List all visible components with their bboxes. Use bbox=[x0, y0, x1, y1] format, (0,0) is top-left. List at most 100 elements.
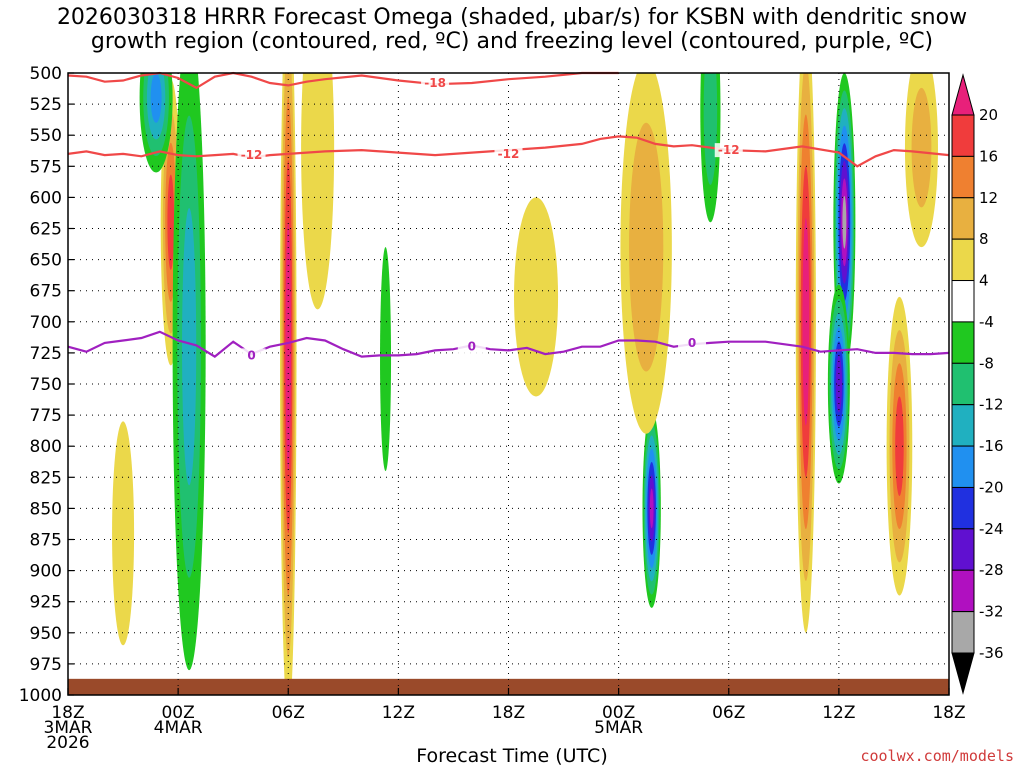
y-tick-label: 500 bbox=[30, 64, 62, 84]
x-tick-label: 5MAR bbox=[594, 718, 643, 738]
colorbar-label: 12 bbox=[979, 189, 998, 207]
colorbar-label: 20 bbox=[979, 106, 998, 124]
y-tick-label: 750 bbox=[30, 375, 62, 395]
y-tick-label: 725 bbox=[30, 344, 62, 364]
grid bbox=[68, 73, 949, 695]
colorbar-label: 8 bbox=[979, 230, 989, 248]
y-tick-label: 825 bbox=[30, 468, 62, 488]
colorbar-bin bbox=[951, 155, 975, 199]
omega-band bbox=[649, 488, 654, 529]
contour-label-bg bbox=[457, 339, 486, 354]
y-axis: 500 525 550 575 600 625 650 675 700 725 750 775 800 8… bbox=[19, 64, 74, 706]
omega-feature-1 bbox=[139, 73, 173, 173]
y-tick-label: 575 bbox=[30, 157, 62, 177]
contour-line bbox=[67, 330, 950, 358]
colorbar-label: -16 bbox=[979, 437, 1004, 455]
omega-feature-4 bbox=[301, 73, 335, 310]
y-tick-label: 775 bbox=[30, 406, 62, 426]
contour-label: 0 bbox=[688, 336, 696, 350]
colorbar-label: -4 bbox=[979, 313, 994, 331]
omega-band bbox=[381, 275, 390, 444]
omega-feature-8 bbox=[642, 408, 661, 608]
contour-label-bg bbox=[237, 148, 266, 163]
colorbar-cap-bottom bbox=[951, 652, 975, 695]
colorbar-bin bbox=[951, 280, 975, 323]
omega-band bbox=[836, 362, 842, 406]
omega-band bbox=[167, 174, 175, 270]
plot-area bbox=[68, 73, 949, 695]
omega-feature-14 bbox=[886, 296, 913, 596]
contour-line bbox=[67, 71, 619, 90]
omega-feature-11 bbox=[795, 73, 816, 633]
contour-label-bg bbox=[237, 348, 266, 363]
x-tick-label: 2026 bbox=[46, 733, 89, 753]
contour-label: -12 bbox=[498, 147, 520, 161]
colorbar-bin bbox=[951, 114, 975, 157]
x-tick-label: 18Z bbox=[932, 703, 965, 723]
contour-label-bg bbox=[494, 146, 523, 161]
omega-band bbox=[705, 73, 716, 167]
contour-label-bg bbox=[678, 335, 707, 350]
colorbar-bin bbox=[951, 569, 975, 613]
omega-band bbox=[114, 449, 132, 618]
omega-feature-15 bbox=[904, 73, 938, 248]
colorbar-bin bbox=[951, 321, 975, 364]
colorbar-bin bbox=[951, 362, 975, 406]
colorbar-bin bbox=[951, 404, 975, 447]
colorbar-bin bbox=[951, 528, 975, 571]
credit-text: coolwx.com/models bbox=[860, 747, 1014, 765]
omega-feature-2 bbox=[172, 73, 206, 671]
y-tick-label: 650 bbox=[30, 251, 62, 271]
omega-feature-13 bbox=[827, 284, 850, 484]
x-tick-label: 00Z bbox=[602, 703, 635, 723]
contour-label: 0 bbox=[468, 340, 476, 354]
x-tick-label: 18Z bbox=[51, 703, 84, 723]
colorbar-label: -32 bbox=[979, 603, 1004, 621]
colorbar-label: -36 bbox=[979, 644, 1004, 662]
omega-feature-7 bbox=[514, 197, 559, 397]
y-tick-label: 600 bbox=[30, 188, 62, 208]
contour-label: 0 bbox=[247, 348, 255, 362]
colorbar-label: 4 bbox=[979, 272, 989, 290]
x-tick-label: 18Z bbox=[492, 703, 525, 723]
contours: -18 -12 -12 -12 0 0 0 bbox=[67, 71, 950, 363]
omega-band bbox=[305, 73, 331, 269]
y-tick-label: 625 bbox=[30, 220, 62, 240]
omega-band bbox=[286, 253, 291, 440]
omega-band bbox=[182, 208, 197, 486]
x-tick-label: 12Z bbox=[822, 703, 855, 723]
contour-label: -12 bbox=[241, 148, 263, 162]
y-tick-label: 675 bbox=[30, 282, 62, 302]
y-tick-label: 525 bbox=[30, 95, 62, 115]
colorbar: 20 16 12 8 4 -4 -8 -12 -16 -20 -24 -28 -32 -36 bbox=[951, 73, 1004, 695]
colorbar-label: -28 bbox=[979, 561, 1004, 579]
x-tick-label: 00Z bbox=[161, 703, 194, 723]
x-axis-label: Forecast Time (UTC) bbox=[416, 745, 608, 767]
contour-label: -12 bbox=[718, 143, 740, 157]
y-tick-label: 1000 bbox=[19, 686, 62, 706]
colorbar-label: -8 bbox=[979, 354, 994, 372]
y-tick-label: 800 bbox=[30, 437, 62, 457]
omega-band bbox=[842, 195, 847, 249]
chart-title: 2026030318 HRRR Forecast Omega (shaded, … bbox=[56, 5, 968, 54]
x-tick-label: 12Z bbox=[382, 703, 415, 723]
omega-feature-3 bbox=[279, 73, 297, 695]
x-tick-label: 3MAR bbox=[44, 718, 93, 738]
omega-band bbox=[911, 87, 932, 208]
contour-label: -18 bbox=[424, 76, 446, 90]
colorbar-bin bbox=[951, 486, 975, 530]
y-tick-label: 975 bbox=[30, 655, 62, 675]
colorbar-label: -20 bbox=[979, 478, 1004, 496]
colorbar-label: 16 bbox=[979, 147, 998, 165]
omega-band bbox=[895, 396, 904, 496]
x-tick-label: 06Z bbox=[712, 703, 745, 723]
x-tick-label: 4MAR bbox=[154, 718, 203, 738]
colorbar-bin bbox=[951, 611, 975, 654]
omega-band bbox=[803, 244, 809, 400]
x-tick-label: 06Z bbox=[272, 703, 305, 723]
omega-feature-9 bbox=[620, 73, 672, 434]
colorbar-label: -24 bbox=[979, 520, 1004, 538]
y-tick-label: 700 bbox=[30, 313, 62, 333]
